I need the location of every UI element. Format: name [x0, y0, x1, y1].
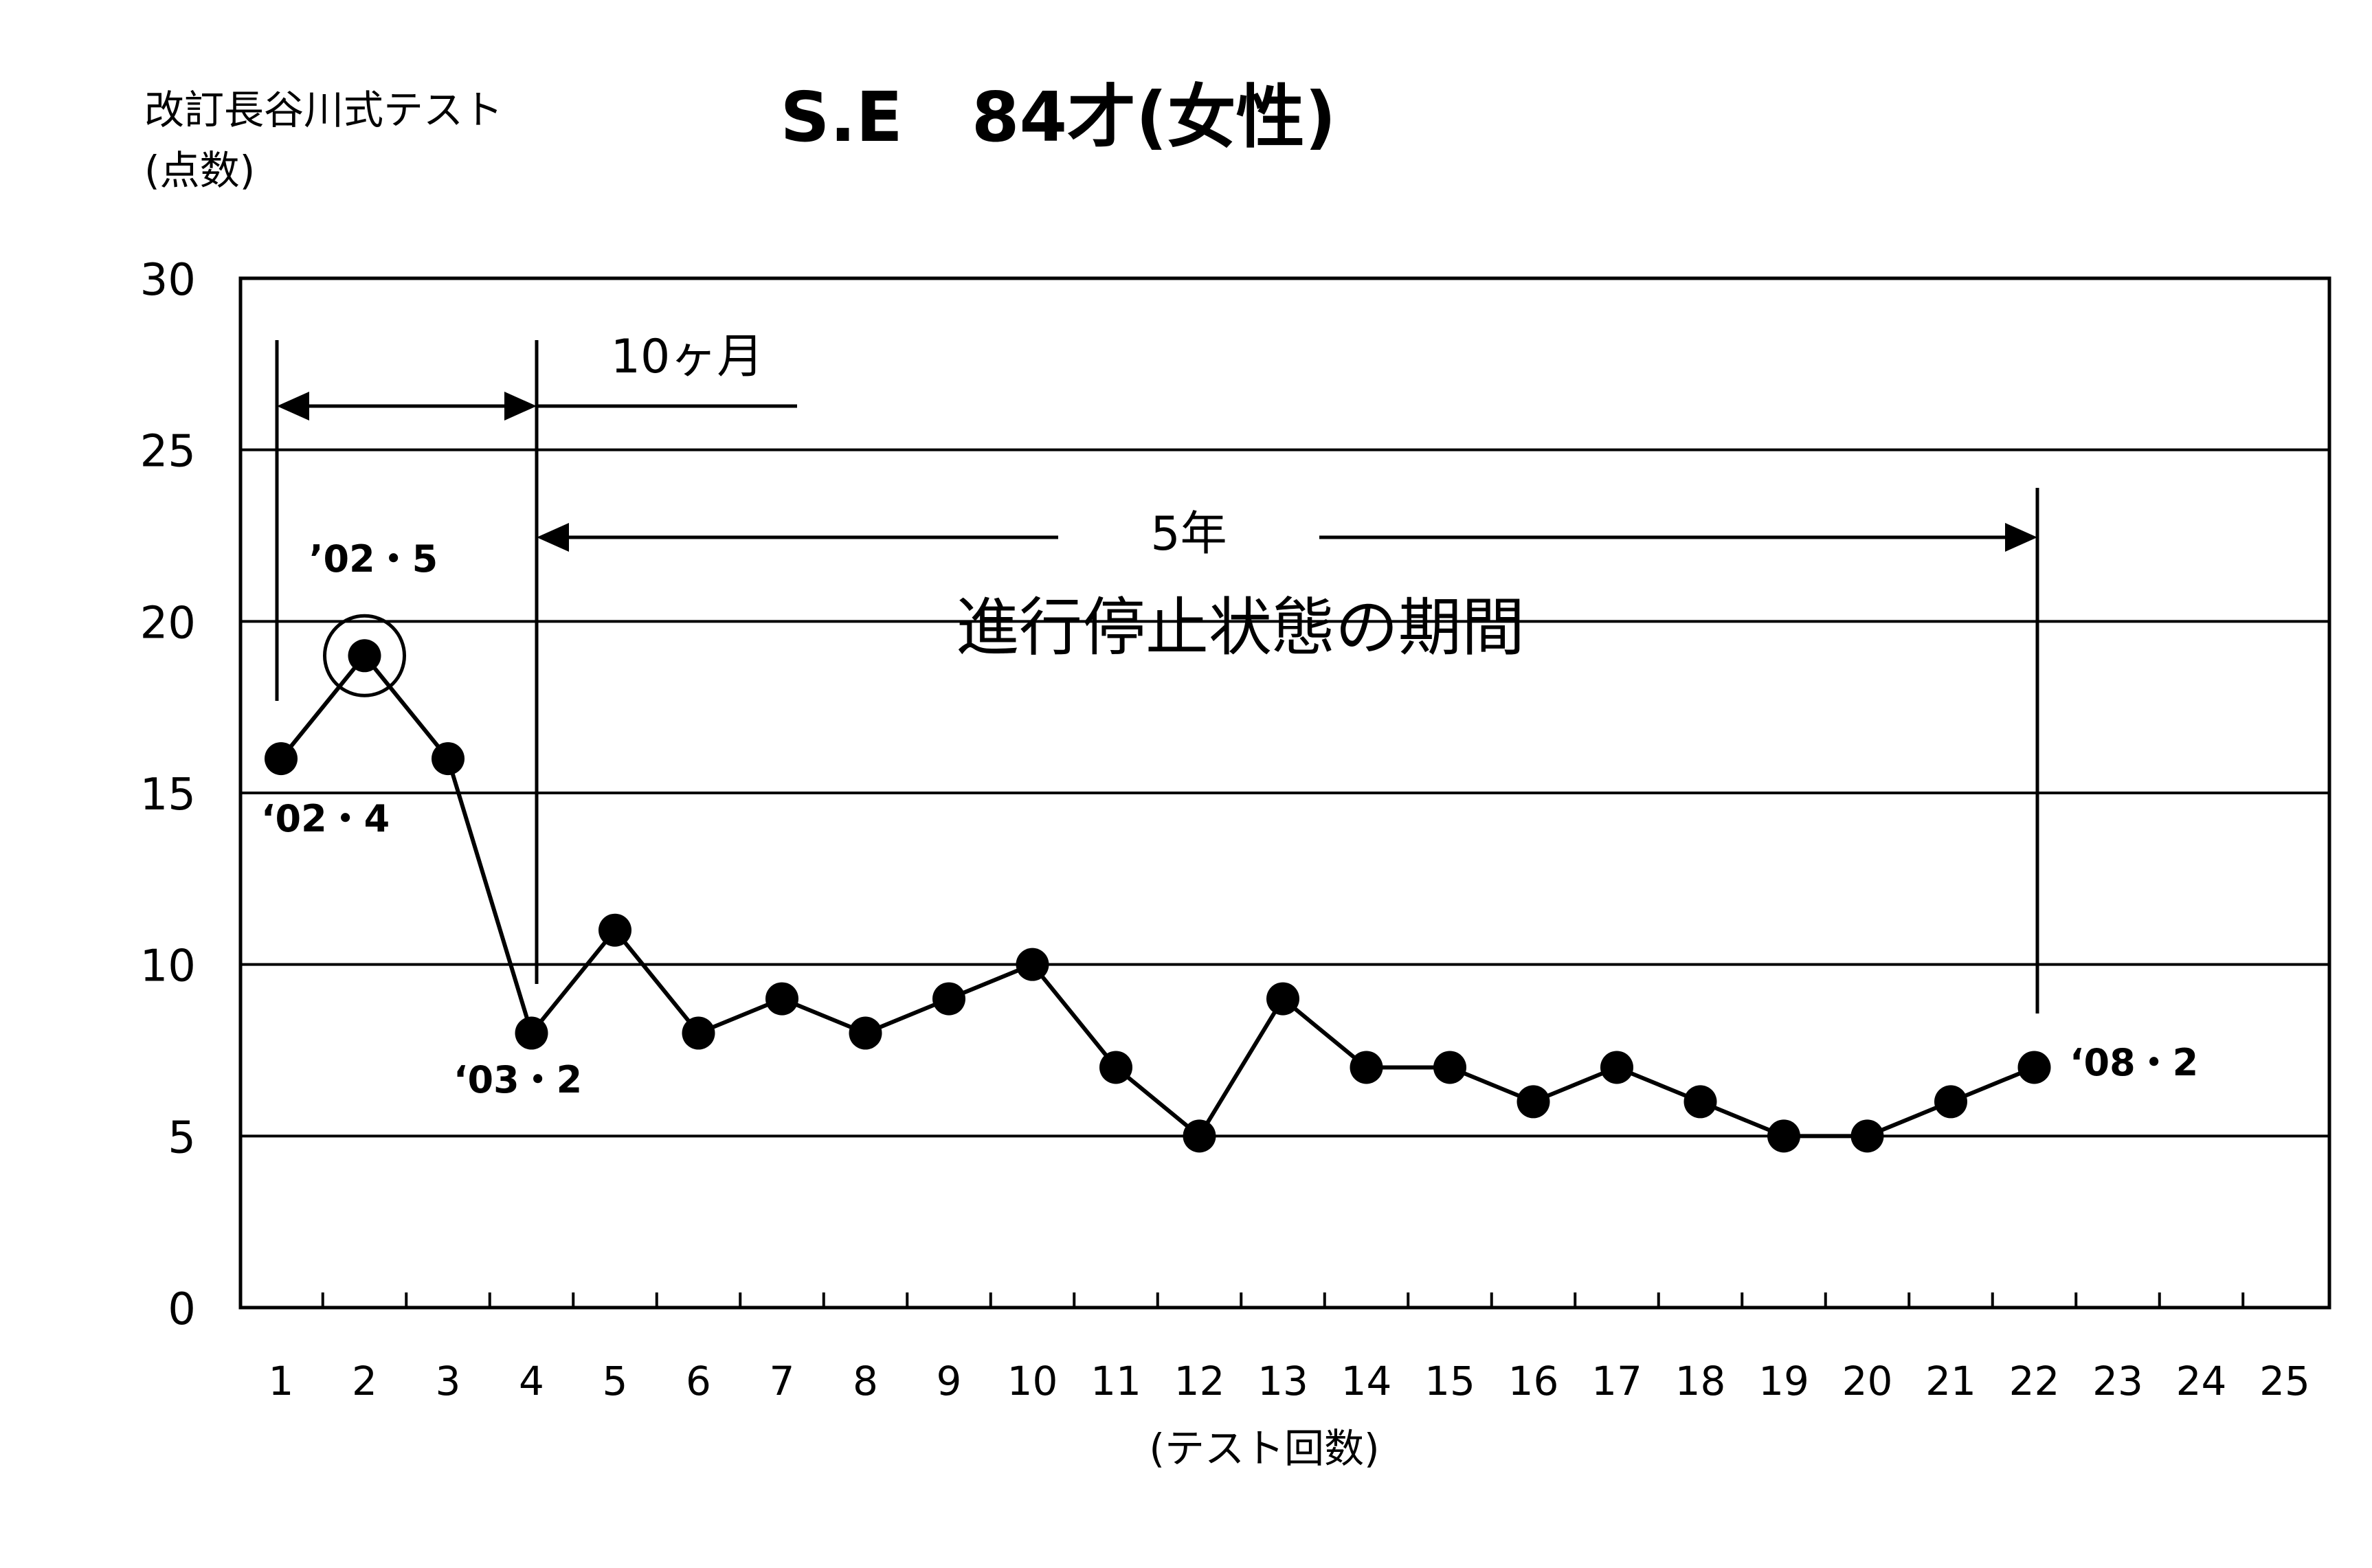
data-point: [1099, 1051, 1132, 1084]
x-tick-label: 15: [1424, 1358, 1475, 1404]
series-line: [279, 653, 2035, 1139]
x-tick-label: 21: [1925, 1358, 1976, 1404]
y-tick-label: 20: [140, 598, 196, 649]
data-point: [932, 982, 965, 1016]
x-tick-label: 23: [2092, 1358, 2143, 1404]
data-point: [265, 742, 298, 776]
y-tick-label: 25: [140, 427, 196, 478]
x-tick-label: 20: [1842, 1358, 1893, 1404]
x-tick-label: 7: [770, 1358, 795, 1404]
x-tick-label: 12: [1174, 1358, 1225, 1404]
plot-frame: [238, 276, 2331, 1310]
x-tick-label: 14: [1341, 1358, 1392, 1404]
arrowheads: [277, 392, 2037, 552]
data-point: [348, 639, 381, 673]
x-tick-label: 17: [1591, 1358, 1642, 1404]
y-tick-label: 15: [140, 770, 196, 820]
y-tick-label: 0: [168, 1284, 196, 1335]
x-tick-label: 18: [1675, 1358, 1726, 1404]
data-point: [2017, 1051, 2051, 1084]
x-tick-label: 11: [1090, 1358, 1141, 1404]
label-peak-point: ’02・5: [309, 537, 438, 581]
data-point: [1600, 1051, 1633, 1084]
data-point: [1433, 1051, 1466, 1084]
data-point: [1850, 1119, 1884, 1153]
x-tick-label: 19: [1758, 1358, 1809, 1404]
label-plateau: 進行停止状態の期間: [956, 591, 1525, 664]
arrowhead-left-10m: [277, 392, 309, 421]
data-point: [1683, 1085, 1717, 1119]
y-tick-label: 5: [168, 1112, 196, 1163]
x-tick-label: 16: [1508, 1358, 1559, 1404]
x-axis-label: (テスト回数): [1149, 1425, 1379, 1472]
x-tick-label: 1: [269, 1358, 294, 1404]
y-tick-label: 10: [140, 941, 196, 992]
gridlines: [240, 448, 2329, 1138]
arrowhead-right-10m: [504, 392, 537, 421]
score-series: [265, 614, 2051, 1153]
label-last-point: ‘08・2: [2070, 1041, 2198, 1084]
data-point: [1266, 982, 1299, 1016]
data-point: [598, 913, 631, 947]
data-point: [1517, 1085, 1550, 1119]
label-five-years: 5年: [1150, 507, 1227, 561]
x-tick-label: 22: [2009, 1358, 2060, 1404]
data-point: [1183, 1119, 1216, 1153]
data-point: [765, 982, 798, 1016]
data-point: [1767, 1119, 1800, 1153]
x-axis: 1 2 3 4 5 6 7 8 9 10 11 12 13 14 15 16 17 18 19 20 21 22 23 24 2…: [269, 1292, 2310, 1404]
data-point: [849, 1016, 882, 1050]
x-tick-label: 9: [937, 1358, 962, 1404]
y-axis-label-line2: (点数): [144, 147, 255, 194]
x-tick-label: 13: [1257, 1358, 1308, 1404]
data-point: [1934, 1085, 1967, 1119]
y-axis: 0 5 10 15 20 25 30: [140, 255, 196, 1335]
x-tick-label: 3: [436, 1358, 461, 1404]
label-first-point: ‘02・4: [261, 797, 390, 840]
data-point: [1016, 948, 1049, 981]
x-tick-label: 24: [2176, 1358, 2227, 1404]
peak-highlight-ring: [323, 614, 406, 697]
label-ten-months: 10ヶ月: [611, 330, 764, 384]
x-tick-label: 5: [603, 1358, 628, 1404]
data-point: [682, 1016, 715, 1050]
x-tick-label: 6: [686, 1358, 711, 1404]
data-point: [432, 742, 465, 776]
x-tick-label: 2: [352, 1358, 377, 1404]
y-tick-label: 30: [140, 255, 196, 306]
x-tick-label: 8: [853, 1358, 878, 1404]
arrowhead-right-5y: [2005, 523, 2037, 552]
x-tick-label: 10: [1007, 1358, 1058, 1404]
x-tick-label: 25: [2259, 1358, 2310, 1404]
data-point: [515, 1016, 548, 1050]
x-tick-label: 4: [519, 1358, 544, 1404]
label-drop-point: ‘03・2: [454, 1058, 582, 1101]
y-axis-label-line1: 改訂長谷川式テスト: [144, 87, 503, 133]
annotation-brackets: [275, 340, 2039, 1013]
arrowhead-left-5y: [537, 523, 569, 552]
chart-title: S.E 84才(女性): [781, 77, 1336, 157]
data-point: [1350, 1051, 1383, 1084]
